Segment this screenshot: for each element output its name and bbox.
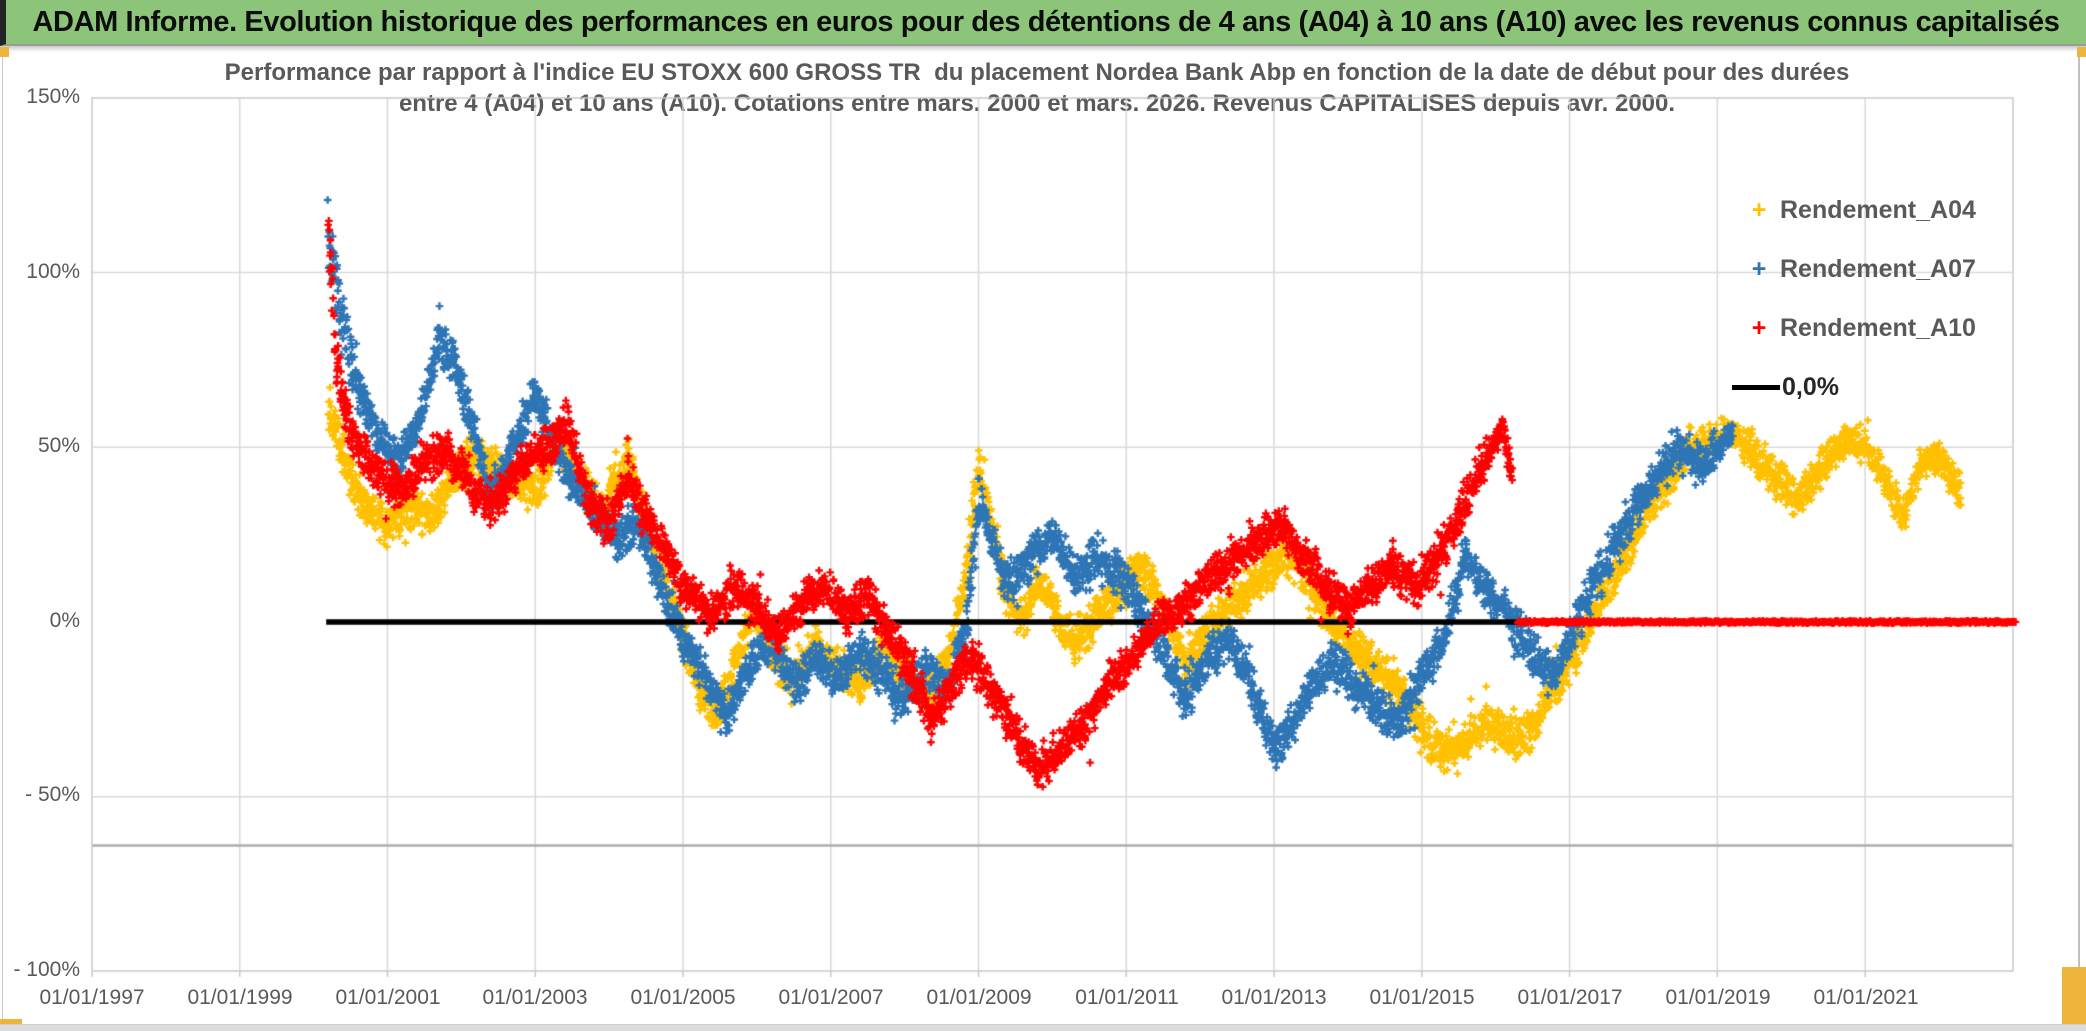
legend-label: Rendement_A07 bbox=[1780, 255, 1976, 283]
legend-label: Rendement_A10 bbox=[1780, 314, 1976, 342]
y-tick-label: - 100% bbox=[13, 958, 80, 981]
plus-marker-icon: + bbox=[1751, 255, 1767, 283]
legend-label: Rendement_A04 bbox=[1780, 196, 1976, 224]
y-tick-label: 150% bbox=[26, 85, 80, 108]
x-tick-label: 01/01/2009 bbox=[926, 986, 1032, 1009]
y-tick-label: 50% bbox=[37, 434, 80, 457]
legend-label: 0,0% bbox=[1782, 373, 1839, 401]
x-tick-label: 01/01/2007 bbox=[778, 986, 884, 1009]
x-tick-label: 01/01/2013 bbox=[1221, 986, 1327, 1009]
y-tick-label: 100% bbox=[26, 260, 80, 283]
legend: + Rendement_A04 + Rendement_A07 + Rendem… bbox=[1732, 181, 1976, 417]
x-tick-label: 01/01/2001 bbox=[335, 986, 441, 1009]
x-tick-label: 01/01/2021 bbox=[1813, 986, 1919, 1009]
x-tick-label: 01/01/2003 bbox=[482, 986, 588, 1009]
x-tick-label: 01/01/2011 bbox=[1075, 986, 1179, 1009]
x-tick-label: 01/01/2017 bbox=[1517, 986, 1623, 1009]
legend-item-rendement-a07[interactable]: + Rendement_A07 bbox=[1738, 240, 1976, 299]
y-tick-label: 0% bbox=[49, 609, 80, 632]
zero-line-swatch-icon bbox=[1732, 385, 1780, 390]
legend-item-rendement-a04[interactable]: + Rendement_A04 bbox=[1738, 181, 1976, 240]
x-tick-label: 01/01/2019 bbox=[1665, 986, 1771, 1009]
x-tick-label: 01/01/1997 bbox=[39, 986, 145, 1009]
x-tick-label: 01/01/1999 bbox=[187, 986, 293, 1009]
y-tick-label: - 50% bbox=[25, 783, 80, 806]
legend-item-zero-line[interactable]: 0,0% bbox=[1732, 358, 1976, 417]
legend-item-rendement-a10[interactable]: + Rendement_A10 bbox=[1738, 299, 1976, 358]
x-tick-label: 01/01/2005 bbox=[630, 986, 736, 1009]
plus-marker-icon: + bbox=[1751, 314, 1767, 342]
plus-marker-icon: + bbox=[1751, 196, 1767, 224]
x-tick-label: 01/01/2015 bbox=[1369, 986, 1475, 1009]
